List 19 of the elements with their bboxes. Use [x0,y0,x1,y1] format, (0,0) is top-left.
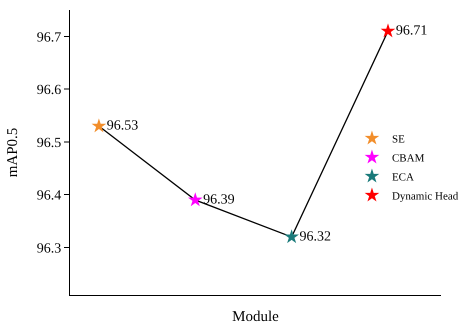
point [92,118,106,132]
y-tick-label: 96.3 [36,241,62,256]
legend-label: CBAM [392,152,425,165]
data-label: 96.32 [300,229,332,244]
y-axis-title: mAP0.5 [4,128,21,178]
y-tick-label: 96.5 [36,136,62,151]
y-tick-label: 96.4 [36,188,62,204]
point [380,23,396,38]
y-tick-label: 96.7 [36,30,62,46]
point [284,229,299,244]
data-label: 96.39 [203,192,235,208]
legend-label: ECA [392,172,414,184]
legend-label: Dynamic Head [392,190,459,203]
data-label: 96.53 [106,118,138,134]
x-axis-title: Module [232,309,280,325]
point [188,192,203,206]
data-label: 96.71 [396,24,428,39]
legend-label: SE [392,134,406,146]
y-tick-label: 96.6 [36,83,62,98]
